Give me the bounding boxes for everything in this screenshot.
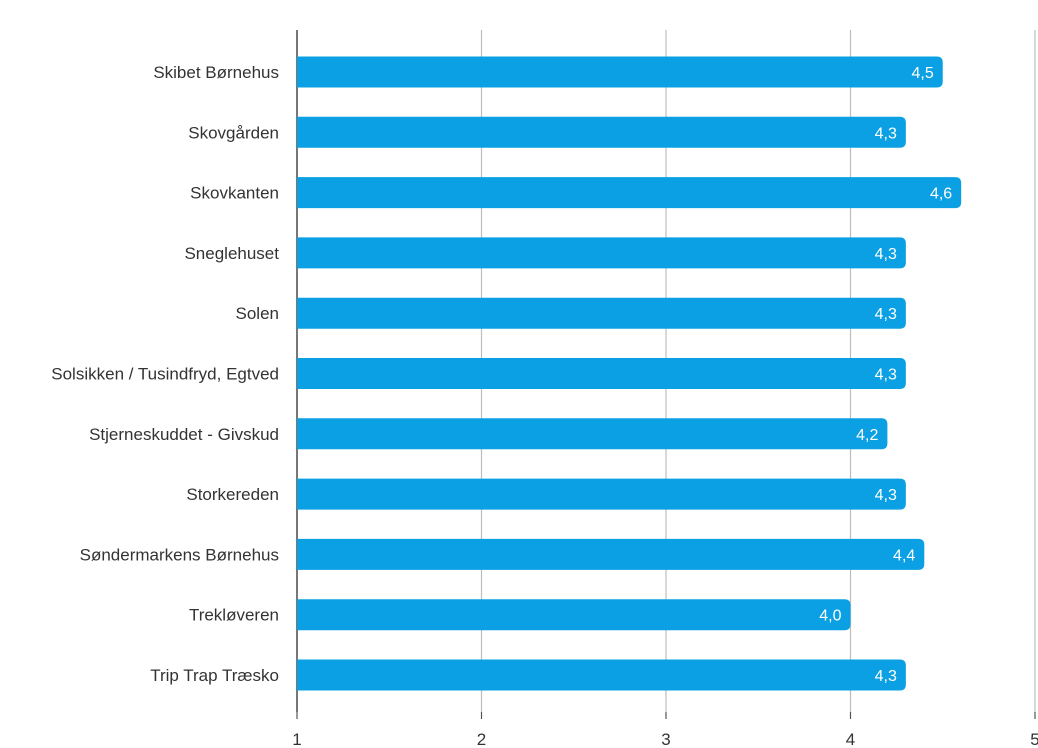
bars [297, 56, 962, 691]
bar [297, 358, 906, 389]
data-label: 4,3 [875, 487, 897, 504]
data-label: 4,5 [912, 65, 934, 82]
category-label: Skovgården [188, 123, 279, 142]
x-tick-label: 3 [661, 730, 670, 748]
bar [297, 599, 851, 631]
category-label: Solen [236, 304, 279, 323]
category-label: Søndermarkens Børnehus [80, 545, 279, 564]
category-label: Solsikken / Tusindfryd, Egtved [51, 365, 279, 384]
bar [297, 418, 888, 450]
data-label: 4,3 [875, 246, 897, 263]
data-label: 4,0 [819, 608, 841, 625]
x-tick-label: 5 [1030, 730, 1038, 748]
x-tick-label: 1 [292, 730, 301, 748]
category-label: Skibet Børnehus [153, 63, 279, 82]
bar [297, 237, 906, 269]
data-label: 4,6 [930, 186, 952, 203]
category-label: Sneglehuset [184, 244, 279, 263]
bar [297, 297, 906, 329]
bar [297, 56, 943, 88]
data-label: 4,3 [875, 125, 897, 142]
data-labels: 4,5 4,3 4,6 4,3 4,3 4,3 4,2 4,3 4,4 4,0 4,3 [819, 65, 952, 685]
bar [297, 116, 906, 148]
x-tick-label: 4 [846, 730, 855, 748]
category-label: Storkereden [186, 485, 279, 504]
bar [297, 659, 906, 691]
bar [297, 538, 925, 570]
category-label: Trekløveren [189, 606, 279, 625]
x-tick-label: 2 [477, 730, 486, 748]
bar [297, 478, 906, 510]
bar [297, 177, 962, 209]
data-label: 4,2 [856, 427, 878, 444]
data-label: 4,4 [893, 547, 915, 564]
data-label: 4,3 [875, 367, 897, 384]
x-axis: 1 2 3 4 5 [292, 712, 1038, 748]
category-labels: Skibet Børnehus Skovgården Skovkanten Snegl… [51, 63, 279, 685]
category-label: Skovkanten [190, 184, 279, 203]
data-label: 4,3 [875, 668, 897, 685]
category-label: Stjerneskuddet - Givskud [89, 425, 279, 444]
data-label: 4,3 [875, 306, 897, 323]
category-label: Trip Trap Træsko [150, 666, 279, 685]
